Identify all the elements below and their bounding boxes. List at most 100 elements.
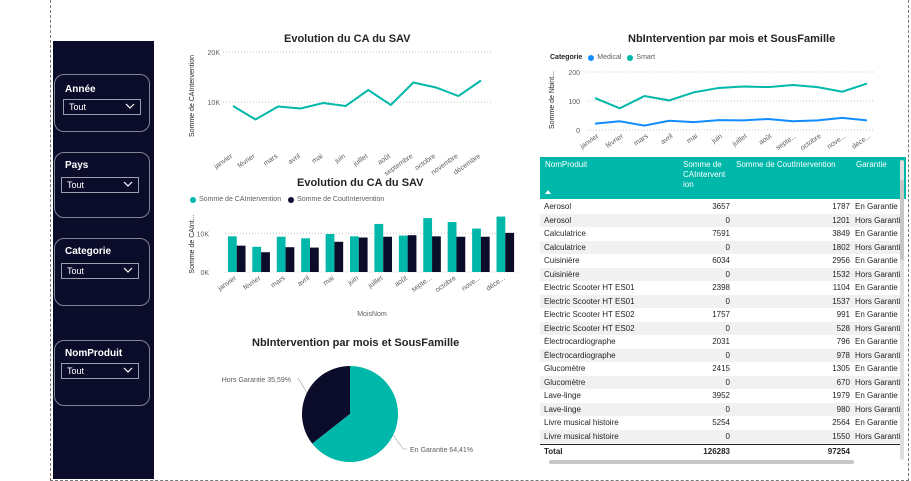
chevron-down-icon xyxy=(123,267,133,273)
table-row[interactable]: Électrocardiographe 0 978 Hors Garantie xyxy=(540,348,903,362)
nb-line-chart-title: NbIntervention par mois et SousFamille xyxy=(628,33,836,45)
table-cell: 5254 xyxy=(712,418,730,427)
table-cell: 978 xyxy=(836,350,850,360)
nb-intervention-line-chart[interactable]: 0 100 200 Somme de Nbint... janvier février ma… xyxy=(545,62,880,157)
x-tick-label: janvier xyxy=(212,153,234,172)
annee-dropdown[interactable]: Tout xyxy=(63,99,141,115)
table-row[interactable]: Glucomètre 0 670 Hors Garantie xyxy=(540,375,903,389)
x-tick-label: mai xyxy=(686,133,700,145)
table-row[interactable]: Glucomètre 2415 1305 En Garantie xyxy=(540,362,900,376)
table-cell: En Garantie xyxy=(855,337,898,346)
table-row[interactable]: Aerosol 0 1201 Hors Garantie xyxy=(540,213,903,227)
ca-line-chart[interactable]: 20K 10K Somme de CAIntervention janvier févr… xyxy=(185,44,505,179)
product-table: NomProduit Somme de CAIntervent ion Somm… xyxy=(540,157,906,462)
categorie-dropdown[interactable]: Tout xyxy=(61,263,139,279)
table-row[interactable]: Calculatrice 7591 3849 En Garantie xyxy=(540,227,900,241)
x-tick-label: juin xyxy=(346,275,360,288)
bar-cout xyxy=(407,235,417,272)
table-row[interactable]: Electric Scooter HT ES01 2398 1104 En Garan… xyxy=(540,281,900,295)
x-tick-label: juillet xyxy=(731,133,749,148)
table-cell: En Garantie xyxy=(855,283,898,292)
bar-ca xyxy=(227,236,237,272)
bar-cout xyxy=(236,245,246,272)
table-cell: 0 xyxy=(725,269,730,279)
garantie-pie-chart[interactable]: Hors Garantie 35,59% En Garantie 64,41% xyxy=(185,350,525,475)
table-cell: Calculatrice xyxy=(544,229,586,238)
table-total-row: Total 126283 97254 xyxy=(540,444,900,458)
annee-dropdown-value: Tout xyxy=(69,102,87,112)
table-row[interactable]: Lave-linge 3952 1979 En Garantie xyxy=(540,389,900,403)
table-cell: Hors Garantie xyxy=(855,242,903,252)
legend-dot-ca xyxy=(190,196,196,203)
pie-label-en-garantie: En Garantie 64,41% xyxy=(410,447,473,454)
nomproduit-dropdown[interactable]: Tout xyxy=(61,363,139,379)
pie-label-hors-garantie: Hors Garantie 35,59% xyxy=(222,377,291,384)
table-row[interactable]: Calculatrice 0 1802 Hors Garantie xyxy=(540,240,903,254)
table-cell: 1201 xyxy=(832,215,850,225)
x-tick-label: mars xyxy=(633,133,650,148)
x-tick-label: mai xyxy=(322,275,336,287)
x-tick-label: mars xyxy=(262,153,279,168)
table-cell: 1979 xyxy=(832,391,850,400)
table-vertical-scrollbar-thumb[interactable] xyxy=(900,180,904,260)
chevron-down-icon xyxy=(123,181,133,187)
table-row[interactable]: Cuisinière 0 1532 Hors Garantie xyxy=(540,267,903,281)
table-cell: 7591 xyxy=(712,229,730,238)
col-header-garantie[interactable]: Garantie xyxy=(856,160,887,169)
y-axis-label: Somme de CAIntervention xyxy=(189,55,196,137)
table-row[interactable]: Livre musical histoire 5254 2564 En Garanti… xyxy=(540,416,900,430)
x-tick-label: janvier xyxy=(578,133,600,152)
slicer-label-pays: Pays xyxy=(65,160,89,171)
table-cell: Glucomètre xyxy=(544,364,586,373)
table-row[interactable]: Cuisinière 6034 2956 En Garantie xyxy=(540,254,900,268)
pays-dropdown[interactable]: Tout xyxy=(61,177,139,193)
table-row[interactable]: Livre musical histoire 0 1550 Hors Garantie xyxy=(540,429,903,443)
x-tick-label: nove... xyxy=(826,133,847,151)
table-cell: 0 xyxy=(725,323,730,333)
x-tick-label: août xyxy=(394,275,409,289)
table-cell: 1550 xyxy=(832,431,850,441)
legend-title: Categorie xyxy=(550,54,583,61)
table-cell: 0 xyxy=(725,215,730,225)
table-row[interactable]: Électrocardiographe 2031 796 En Garantie xyxy=(540,335,900,349)
table-cell: 2031 xyxy=(712,337,730,346)
table-body: Aerosol 3657 1787 En Garantie Aerosol 0 1201 Ho… xyxy=(540,200,903,443)
col-header-nomproduit[interactable]: NomProduit xyxy=(545,160,588,169)
slicer-nomproduit: NomProduit Tout xyxy=(54,340,150,406)
table-cell: 0 xyxy=(725,242,730,252)
x-tick-label: février xyxy=(605,133,625,150)
bar-cout xyxy=(285,247,295,272)
col-header-cout[interactable]: Somme de CoutIntervention xyxy=(736,160,836,169)
legend-label-cout: Somme de CoutIntervention xyxy=(297,196,385,203)
table-row[interactable]: Electric Scooter HT ES02 0 528 Hors Garanti… xyxy=(540,321,903,335)
table-cell: 3657 xyxy=(712,202,730,211)
bar-chart-legend: Somme de CAIntervention Somme de CoutInt… xyxy=(190,196,384,203)
table-row[interactable]: Electric Scooter HT ES01 0 1537 Hors Garant… xyxy=(540,294,903,308)
x-tick-label: janvier xyxy=(216,275,238,294)
table-cell: 1532 xyxy=(832,269,850,279)
bar-cout xyxy=(383,236,393,272)
sort-ascending-icon[interactable] xyxy=(545,190,551,194)
slicer-label-nomproduit: NomProduit xyxy=(65,348,123,359)
total-label: Total xyxy=(544,447,563,456)
table-row[interactable]: Lave-linge 0 980 Hors Garantie xyxy=(540,402,903,416)
table-cell: En Garantie xyxy=(855,391,898,400)
table-cell: 6034 xyxy=(712,256,730,265)
table-cell: Livre musical histoire xyxy=(544,431,619,441)
table-cell: En Garantie xyxy=(855,418,898,427)
legend-label-smart: Smart xyxy=(636,54,656,61)
x-tick-label: avril xyxy=(660,133,675,146)
table-vertical-scrollbar[interactable] xyxy=(900,160,904,460)
table-row[interactable]: Aerosol 3657 1787 En Garantie xyxy=(540,200,900,214)
table-horizontal-scrollbar[interactable] xyxy=(549,460,854,464)
table-cell: Hors Garantie xyxy=(855,269,903,279)
table-cell: 0 xyxy=(725,350,730,360)
bar-cout xyxy=(334,241,344,272)
total-cout: 97254 xyxy=(827,447,850,456)
table-cell: 796 xyxy=(836,337,850,346)
table-row[interactable]: Electric Scooter HT ES02 1757 991 En Garant… xyxy=(540,308,900,322)
col-header-ca[interactable]: Somme de CAIntervent ion xyxy=(683,160,726,189)
x-tick-label: juin xyxy=(710,133,724,146)
bar-cout xyxy=(309,247,319,272)
